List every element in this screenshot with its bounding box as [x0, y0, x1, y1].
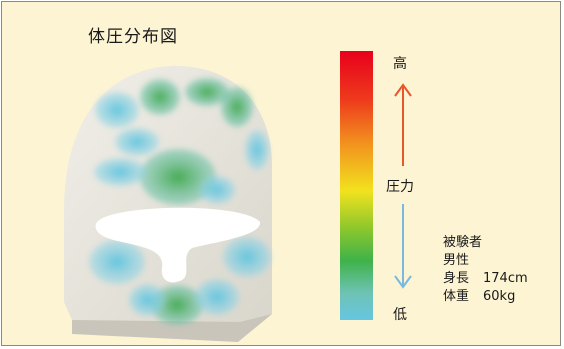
subject-weight: 体重 60kg: [443, 288, 528, 306]
height-label: 身長: [443, 271, 470, 286]
cushion-heatmap: [64, 65, 272, 342]
scale-high-label: 高: [393, 56, 407, 72]
scale-low-label: 低: [393, 307, 407, 323]
diagram-title: 体圧分布図: [88, 27, 178, 47]
subject-height: 身長 174cm: [443, 270, 528, 288]
weight-label: 体重: [443, 289, 470, 304]
subject-info: 被験者 男性 身長 174cm 体重 60kg: [443, 234, 528, 306]
decrease-arrow-icon: [394, 204, 412, 289]
cushion-cutout: [95, 207, 261, 283]
increase-arrow-icon: [394, 83, 412, 166]
pressure-color-scale: [340, 51, 373, 320]
scale-pressure-label: 圧力: [386, 179, 414, 195]
subject-heading: 被験者: [443, 235, 483, 250]
weight-value: 60kg: [483, 289, 516, 304]
subject-gender: 男性: [443, 253, 470, 268]
heat-spots: [89, 78, 271, 325]
height-value: 174cm: [483, 271, 528, 286]
